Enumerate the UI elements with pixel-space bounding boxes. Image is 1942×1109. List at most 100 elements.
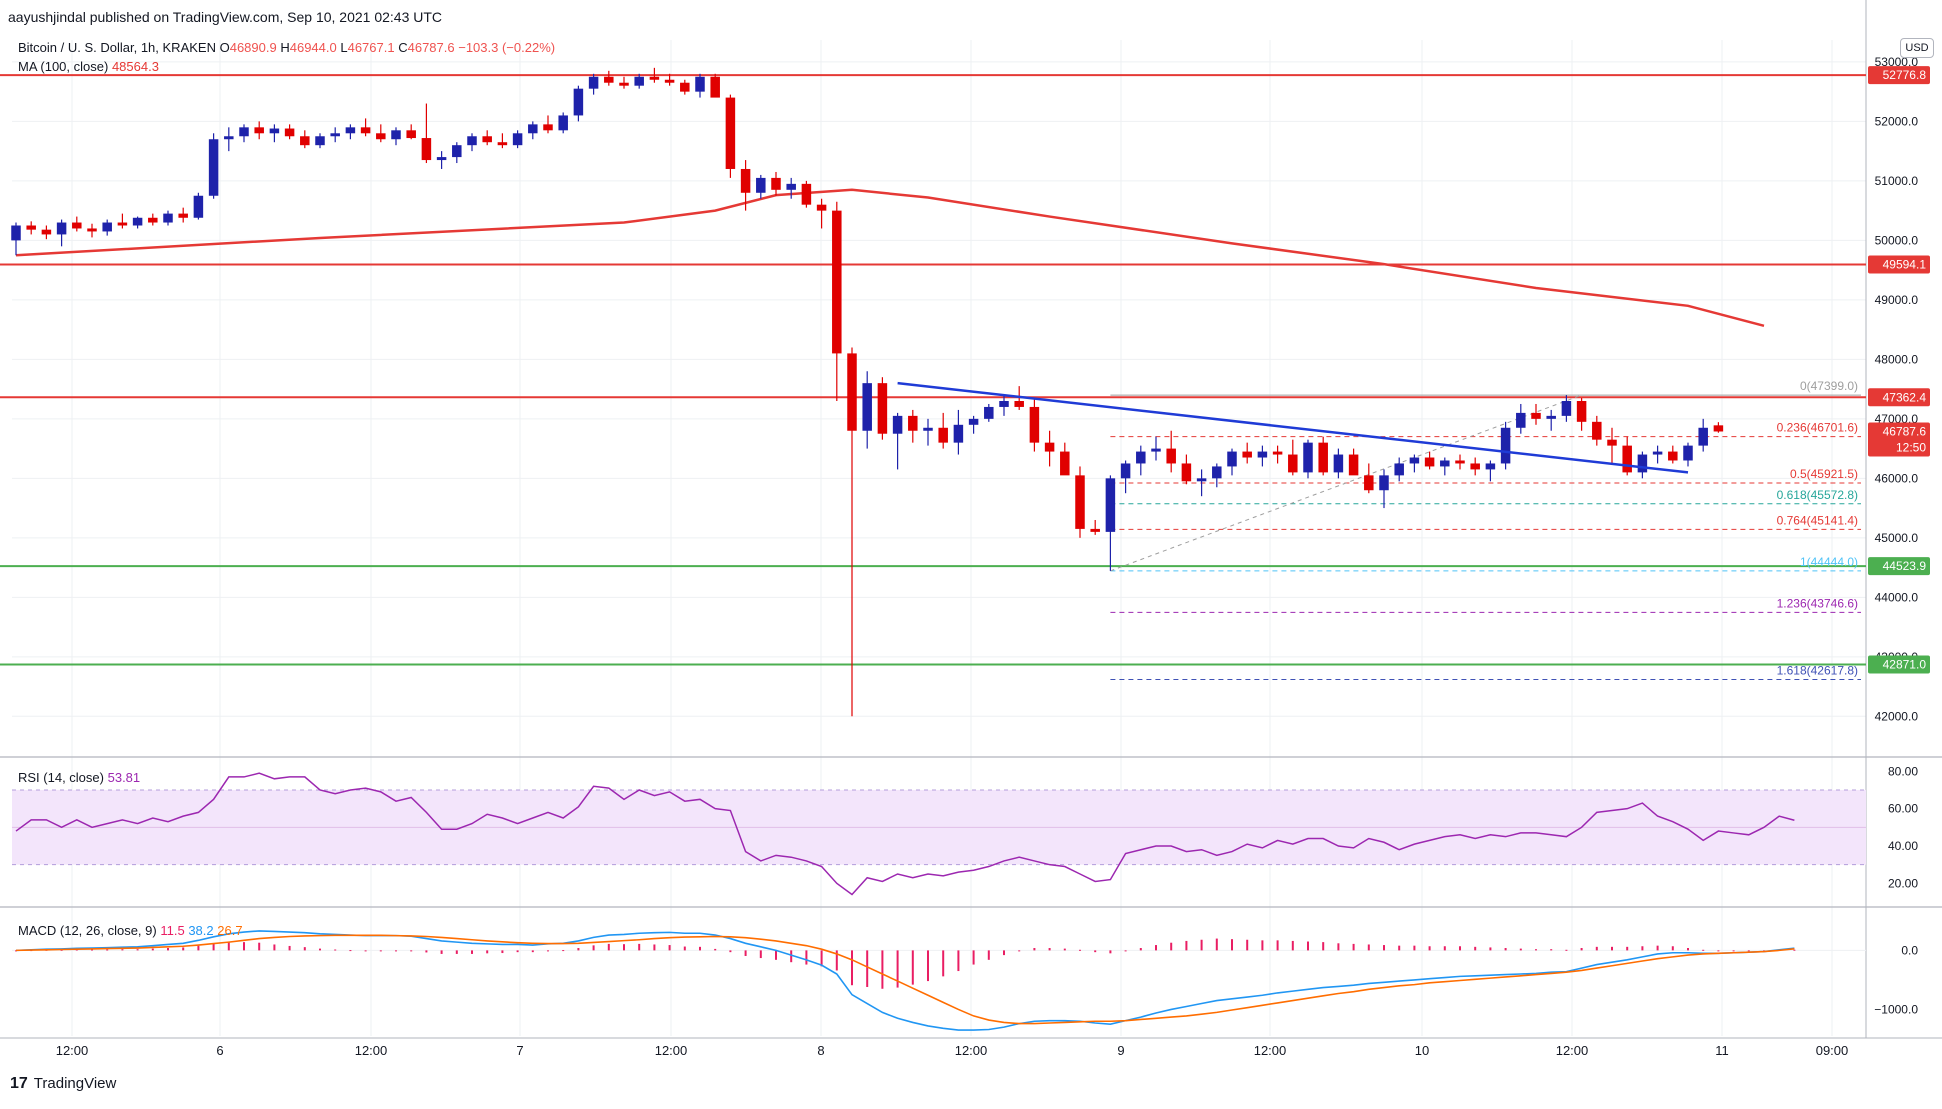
candle-body [1622,445,1632,473]
fib-level-label: 1.236(43746.6) [1777,596,1858,610]
y-tick-label: 47000.0 [1875,412,1919,426]
x-tick-label: 11 [1715,1043,1729,1058]
macd-hist-bar [562,950,565,952]
candle-body [543,124,553,131]
candle-body [376,133,386,140]
candle-body [406,130,416,139]
candle-body [1637,454,1648,473]
macd-hist-bar [1565,949,1568,951]
resistance-49594-tag [1868,255,1930,274]
candle-body [87,228,97,232]
macd-hist-bar [1231,939,1233,951]
macd-hist-bar [410,950,413,952]
resistance-47362-tag-label: 47362.4 [1883,390,1927,404]
candle-body [862,383,872,431]
fib-level-label: 0.236(46701.6) [1777,421,1858,435]
rsi-y-tick-label: 20.00 [1888,876,1918,890]
macd-y-tick-label: −1000.0 [1874,1002,1918,1016]
ma-legend: MA (100, close) 48564.3 [18,59,159,74]
candle-body [72,222,82,229]
candle-body [1668,451,1678,461]
macd-hist-bar [1793,949,1796,951]
x-tick-label: 12:00 [655,1043,688,1058]
candle-body [892,415,903,434]
macd-hist-bar [1504,948,1507,951]
candle-body [1348,454,1359,476]
candle-body [1181,463,1192,482]
rsi-value: 53.81 [107,770,141,785]
candle-body [1212,466,1222,479]
candle-body [436,157,447,161]
macd-hist-bar [395,950,397,952]
ma-label: MA (100, close) [18,59,109,74]
macd-hist-bar [1383,945,1385,951]
candle-body [786,183,796,190]
macd-hist-bar [1261,940,1264,951]
currency-button[interactable]: USD [1900,38,1934,58]
macd-hist-bar [911,950,914,985]
macd-hist-bar [896,950,899,988]
y-tick-label: 49000.0 [1875,293,1919,307]
macd-hist-bar [820,950,823,967]
macd-hist-bar [1079,949,1081,951]
candle-body [619,82,629,86]
macd-hist-bar [334,949,337,951]
macd-label: MACD (12, 26, close, 9) [18,923,157,938]
candle-body [360,127,371,134]
candle-body [801,183,812,205]
macd-hist-bar [668,945,671,951]
resistance-47362-tag [1868,388,1930,407]
macd-hist-bar [683,946,686,951]
candle-body [1531,412,1541,419]
macd-hist-bar [425,950,428,953]
macd-hist-bar [1276,940,1279,951]
candle-body [467,136,477,146]
macd-hist-bar [1322,942,1325,951]
y-tick-label: 52000.0 [1875,114,1919,128]
ma-value: 48564.3 [111,59,159,74]
candle-body [330,133,340,137]
macd-hist-value: 11.5 [160,923,185,938]
tradingview-brand[interactable]: 17 TradingView [10,1075,116,1093]
bearish-trend-line [897,381,1689,474]
macd-hist-bar [835,950,838,971]
candle-body [1166,448,1176,464]
candle-body [1090,528,1100,532]
macd-hist-bar [1215,938,1218,951]
candle-body [497,142,508,146]
fib-level-label: 0.618(45572.8) [1777,488,1858,502]
fib-anchor-line [1110,394,1582,572]
candle-body [528,124,538,134]
candle-body [1060,451,1070,476]
macd-hist-bar [471,950,473,954]
macd-signal-value: 26.7 [217,923,243,938]
macd-hist-bar [759,950,762,959]
macd-hist-bar [364,950,367,952]
candle-body [284,128,295,137]
x-tick-label: 09:00 [1816,1043,1849,1058]
candle-body [254,127,264,134]
macd-hist-bar [501,950,504,954]
macd-hist-bar [1519,948,1522,951]
rsi-y-tick-label: 80.00 [1888,764,1918,778]
candle-body [1500,427,1511,464]
macd-hist-bar [1337,943,1340,951]
candle-body [649,76,660,80]
macd-hist-bar [1626,946,1629,951]
resistance-49594-tag-label: 49594.1 [1883,258,1927,272]
rsi-line [15,772,1795,896]
macd-hist-bar [288,945,291,951]
candle-body [756,177,766,193]
candle-body [102,222,112,232]
resistance-52776-tag-label: 52776.8 [1883,68,1927,82]
candle-body [482,136,492,143]
candle-body [11,225,21,241]
macd-hist-bar [1474,946,1477,951]
macd-hist-bar [1139,948,1142,951]
candle-body [1516,412,1526,428]
macd-hist-bar [121,949,124,951]
y-tick-label: 46000.0 [1875,471,1919,485]
macd-hist-bar [592,945,595,951]
macd-hist-bar [440,950,443,954]
